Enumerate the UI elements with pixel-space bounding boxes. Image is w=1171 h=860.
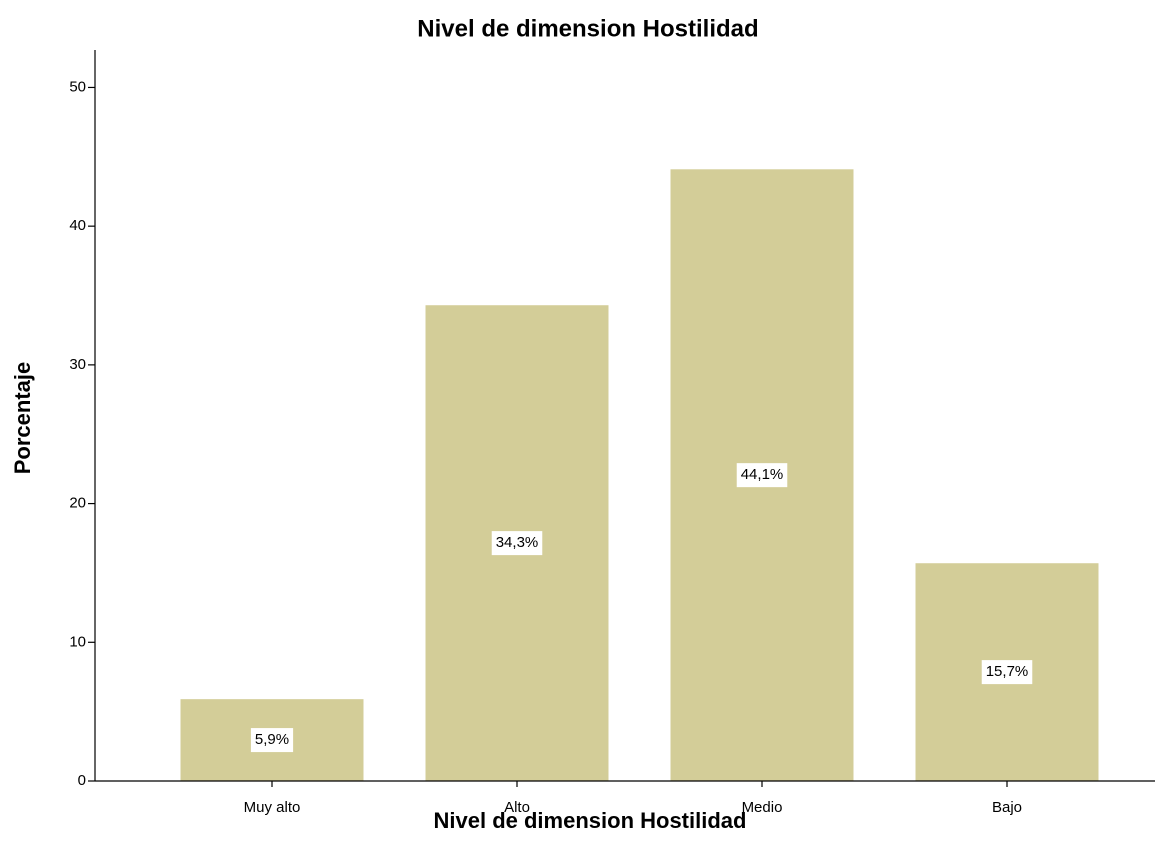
x-tick-label: Alto (504, 799, 530, 816)
value-label: 5,9% (255, 731, 289, 748)
x-axis-title: Nivel de dimension Hostilidad (434, 808, 747, 833)
y-tick-label: 0 (78, 772, 86, 789)
y-tick-label: 20 (69, 495, 86, 512)
y-axis-title: Porcentaje (10, 362, 35, 475)
value-label-box (981, 660, 1033, 685)
y-tick-label: 50 (69, 78, 86, 95)
y-tick-label: 10 (69, 633, 86, 650)
value-label-box (736, 463, 788, 488)
x-tick-label: Medio (742, 799, 783, 816)
value-label: 44,1% (741, 466, 784, 483)
y-tick-label: 30 (69, 356, 86, 373)
value-label-box (250, 728, 294, 753)
y-tick-label: 40 (69, 217, 86, 234)
value-label: 15,7% (986, 663, 1029, 680)
value-label-box (491, 531, 543, 556)
x-tick-label: Muy alto (244, 799, 301, 816)
chart-title: Nivel de dimension Hostilidad (417, 15, 758, 42)
value-label: 34,3% (496, 534, 539, 551)
x-tick-label: Bajo (992, 799, 1022, 816)
